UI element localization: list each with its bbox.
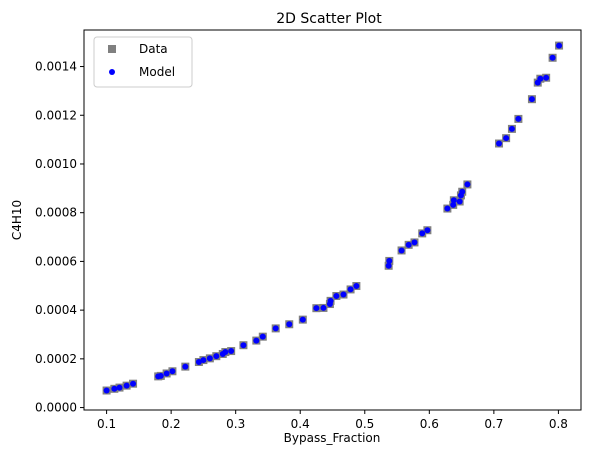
model-point [320, 304, 327, 311]
model-point [419, 230, 426, 237]
model-point [327, 297, 334, 304]
model-point [450, 197, 457, 204]
model-point [424, 227, 431, 234]
model-point [386, 257, 393, 264]
plot-area-frame [83, 29, 582, 411]
y-tick-label: 0.0008 [35, 206, 77, 220]
model-series-markers [103, 42, 563, 394]
model-point [508, 125, 515, 132]
model-point [253, 337, 260, 344]
model-point [103, 387, 110, 394]
model-point [353, 283, 360, 290]
legend-model-marker [109, 69, 115, 75]
y-tick-label: 0.0004 [35, 303, 77, 317]
model-point [272, 325, 279, 332]
model-point [503, 135, 510, 142]
model-point [228, 348, 235, 355]
model-point [123, 382, 130, 389]
legend-data-marker [108, 45, 116, 53]
x-tick-label: 0.8 [549, 417, 568, 431]
model-point [528, 96, 535, 103]
model-point [398, 247, 405, 254]
y-axis-ticks: 0.0000 0.0002 0.0004 0.0006 0.0008 0.0010 0.00… [35, 60, 84, 415]
legend-data-label: Data [139, 42, 168, 56]
model-point [213, 353, 220, 360]
model-point [556, 42, 563, 49]
model-point [240, 342, 247, 349]
legend-box [93, 36, 193, 88]
model-point [206, 355, 213, 362]
data-series-markers [102, 41, 564, 395]
model-point [130, 380, 137, 387]
model-point [163, 370, 170, 377]
x-tick-label: 0.3 [226, 417, 245, 431]
x-tick-label: 0.7 [484, 417, 503, 431]
y-tick-label: 0.0010 [35, 157, 77, 171]
y-tick-label: 0.0014 [35, 60, 77, 74]
y-tick-label: 0.0012 [35, 108, 77, 122]
model-point [195, 359, 202, 366]
model-point [333, 293, 340, 299]
model-point [411, 239, 418, 246]
model-point [549, 54, 556, 61]
legend-model-label: Model [139, 65, 175, 79]
x-axis-label: Bypass_Fraction [284, 431, 381, 445]
y-tick-label: 0.0002 [35, 352, 77, 366]
model-point [299, 316, 306, 323]
model-point [496, 140, 503, 147]
model-point [515, 115, 522, 122]
x-tick-label: 0.4 [291, 417, 310, 431]
x-axis-ticks: 0.1 0.2 0.3 0.4 0.5 0.6 0.7 0.8 [97, 410, 568, 431]
chart-title: 2D Scatter Plot [276, 11, 382, 27]
model-point [459, 188, 466, 195]
model-point [313, 305, 320, 312]
model-point [182, 363, 189, 370]
model-point [200, 357, 207, 364]
model-point [385, 262, 392, 269]
model-point [543, 74, 550, 81]
model-point [157, 372, 164, 379]
model-point [444, 205, 451, 212]
x-tick-label: 0.1 [97, 417, 116, 431]
model-point [450, 201, 457, 208]
y-tick-label: 0.0000 [35, 401, 77, 415]
model-point [464, 181, 471, 188]
x-tick-label: 0.2 [162, 417, 181, 431]
y-axis-label: C4H10 [10, 200, 24, 240]
model-point [259, 333, 266, 340]
model-point [169, 368, 176, 375]
model-point [222, 349, 229, 356]
model-point [405, 241, 412, 248]
model-point [111, 385, 118, 392]
model-point [340, 291, 347, 298]
x-tick-label: 0.5 [355, 417, 374, 431]
model-point [116, 384, 123, 391]
x-tick-label: 0.6 [420, 417, 439, 431]
legend: Data Model [93, 36, 193, 88]
model-point [456, 198, 463, 205]
model-point [286, 321, 293, 328]
model-point [537, 75, 544, 82]
y-tick-label: 0.0006 [35, 254, 77, 268]
model-point [347, 286, 354, 293]
